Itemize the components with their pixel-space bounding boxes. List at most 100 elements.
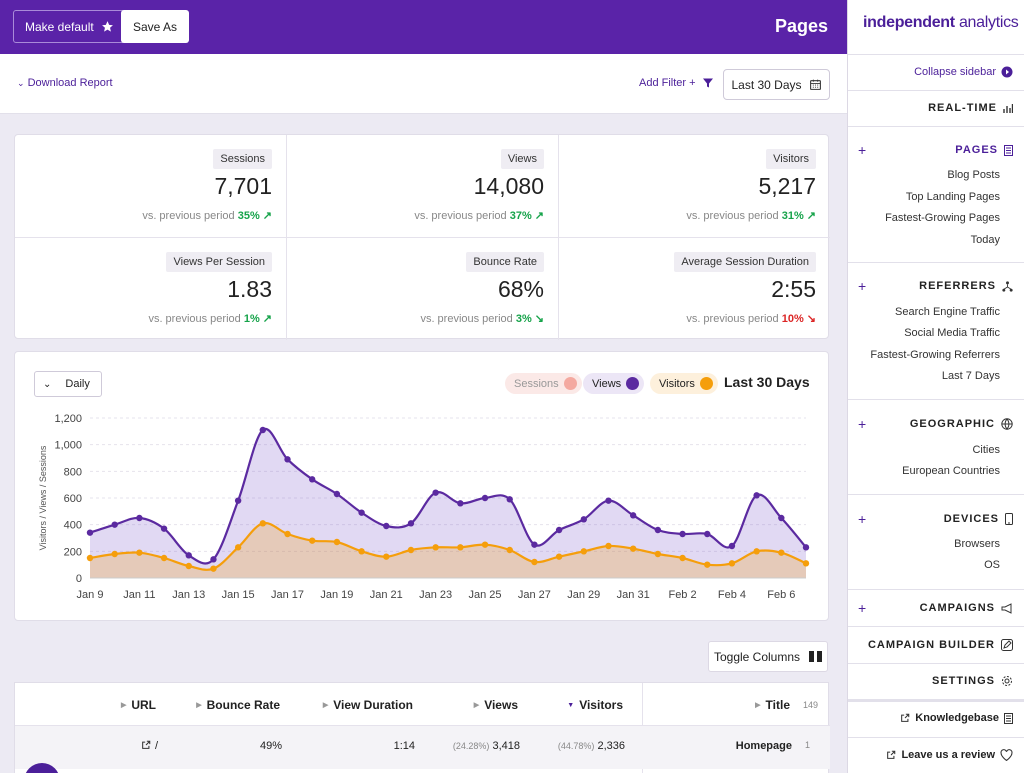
referrers-label: REFERRERS — [919, 280, 996, 292]
stat-views: Views 14,080 vs. previous period 37% ↗ — [287, 135, 558, 237]
plus-icon[interactable]: + — [858, 511, 867, 527]
sidebar-item-pages[interactable]: PAGES — [955, 144, 1013, 156]
external-link-icon[interactable] — [141, 740, 151, 750]
stat-comparison: vs. previous period 31% ↗ — [686, 209, 816, 222]
sidebar-link-blog-posts[interactable]: Blog Posts — [947, 169, 1000, 181]
stat-views-per-session: Views Per Session 1.83 vs. previous peri… — [15, 238, 286, 340]
sidebar-link-browsers[interactable]: Browsers — [954, 538, 1000, 550]
geographic-label: GEOGRAPHIC — [909, 418, 995, 430]
interval-select[interactable]: ⌄ Daily — [34, 371, 102, 397]
y-tick-label: 400 — [64, 520, 82, 532]
sidebar-link-european-countries[interactable]: European Countries — [902, 465, 1000, 477]
column-header-view-duration[interactable]: ▶ View Duration — [323, 698, 413, 712]
collapse-sidebar-button[interactable]: Collapse sidebar — [914, 66, 1013, 78]
devices-label: DEVICES — [943, 513, 999, 525]
legend-visitors[interactable]: Visitors — [650, 373, 718, 394]
views-point — [333, 490, 341, 498]
y-tick-label: 600 — [64, 493, 82, 505]
sidebar-item-realtime[interactable]: REAL-TIME — [848, 90, 1024, 126]
leave-review-link[interactable]: Leave us a review — [886, 749, 1013, 761]
visitors-point — [185, 562, 192, 570]
sidebar-link-social-media-traffic[interactable]: Social Media Traffic — [904, 327, 1000, 339]
sidebar-link-fastest-growing-referrers[interactable]: Fastest-Growing Referrers — [870, 349, 1000, 361]
help-bubble-icon[interactable] — [24, 763, 60, 773]
x-tick-label: Jan 31 — [617, 589, 650, 601]
sidebar-link-os[interactable]: OS — [984, 559, 1000, 571]
make-default-button[interactable]: Make default — [13, 10, 126, 43]
column-header-bounce-rate[interactable]: ▶ Bounce Rate — [196, 698, 280, 712]
comparison-text: vs. previous period — [148, 313, 241, 325]
sidebar-item-geographic[interactable]: GEOGRAPHIC — [910, 418, 1013, 430]
header-label: Views — [484, 698, 518, 712]
visitors-point — [481, 541, 489, 548]
visitors-point — [753, 548, 760, 555]
sidebar-item-settings[interactable]: SETTINGS — [848, 663, 1024, 699]
knowledgebase-link[interactable]: Knowledgebase — [900, 712, 1013, 724]
date-range-picker[interactable]: Last 30 Days — [723, 69, 830, 100]
sidebar-section-pages: + PAGES Blog Posts Top Landing Pages Fas… — [848, 126, 1024, 262]
plus-icon[interactable]: + — [858, 600, 867, 616]
sidebar-link-search-engine-traffic[interactable]: Search Engine Traffic — [895, 306, 1000, 318]
logo-bold: independent — [863, 14, 955, 31]
sidebar-section-devices: + DEVICES Browsers OS — [848, 494, 1024, 589]
settings-heading: SETTINGS — [932, 675, 1013, 687]
views-point — [704, 530, 711, 538]
sidebar-link-last-7-days[interactable]: Last 7 Days — [941, 370, 1000, 382]
campaigns-label: CAMPAIGNS — [919, 602, 995, 614]
toggle-columns-button[interactable]: Toggle Columns — [708, 641, 828, 672]
sidebar-link-top-landing-pages[interactable]: Top Landing Pages — [905, 191, 1000, 203]
x-tick-label: Feb 6 — [767, 589, 795, 601]
visitors-point — [407, 546, 415, 554]
add-filter-button[interactable]: Add Filter + — [639, 77, 714, 89]
x-tick-label: Jan 29 — [567, 589, 600, 601]
collapse-label: Collapse sidebar — [914, 66, 996, 78]
stat-value: 14,080 — [473, 173, 544, 199]
x-tick-label: Jan 21 — [370, 589, 403, 601]
sidebar-item-referrers[interactable]: REFERRERS — [919, 280, 1013, 292]
comparison-text: vs. previous period — [686, 313, 779, 325]
cell-views: (24.28%) 3,418 — [453, 740, 520, 752]
column-header-url[interactable]: ▶ URL — [121, 698, 156, 712]
filter-icon — [702, 78, 713, 88]
comparison-text: vs. previous period — [686, 210, 779, 222]
stat-comparison: vs. previous period 3% ↘ — [420, 312, 544, 325]
views-point — [259, 426, 267, 434]
sidebar-section-geographic: + GEOGRAPHIC Cities European Countries — [848, 399, 1024, 494]
cell-visitors: (44.78%) 2,336 — [558, 740, 625, 752]
legend-views[interactable]: Views — [583, 373, 645, 394]
comparison-text: vs. previous period — [420, 313, 513, 325]
column-header-visitors[interactable]: ▼ Visitors — [567, 698, 623, 712]
visitors-point — [457, 544, 464, 551]
date-range-label: Last 30 Days — [731, 77, 802, 92]
sidebar-link-fastest-growing-pages[interactable]: Fastest-Growing Pages — [885, 212, 1000, 224]
views-point — [506, 496, 513, 503]
plus-icon[interactable]: + — [858, 142, 867, 158]
campaigns-heading: CAMPAIGNS — [920, 602, 1013, 614]
column-header-views[interactable]: ▶ Views — [474, 698, 518, 712]
sidebar-item-campaigns[interactable]: + CAMPAIGNS — [848, 589, 1024, 626]
views-point — [111, 521, 118, 528]
sidebar-item-campaign-builder[interactable]: CAMPAIGN BUILDER — [848, 626, 1024, 663]
plus-icon[interactable]: + — [858, 278, 867, 294]
stat-value: 2:55 — [771, 276, 816, 302]
make-default-label: Make default — [25, 19, 94, 34]
sidebar-link-cities[interactable]: Cities — [972, 444, 1000, 456]
stat-avg-session-duration: Average Session Duration 2:55 vs. previo… — [559, 238, 830, 340]
calendar-icon — [809, 79, 821, 90]
plus-icon[interactable]: + — [858, 416, 867, 432]
stat-label: Average Session Duration — [674, 252, 816, 272]
sort-icon: ▶ — [322, 702, 329, 709]
delta-badge: 1% ↗ — [243, 313, 272, 325]
views-value: 3,418 — [492, 740, 520, 752]
download-report-link[interactable]: ⌄ Download Report — [17, 77, 113, 89]
sidebar-item-devices[interactable]: DEVICES — [944, 513, 1013, 525]
visitors-point — [160, 554, 168, 562]
sidebar-link-today[interactable]: Today — [970, 234, 1000, 246]
save-as-button[interactable]: Save As — [121, 10, 190, 43]
views-percentage: (24.28%) — [452, 741, 490, 751]
visitors-point — [333, 538, 341, 546]
column-header-title[interactable]: ▶ Title — [755, 698, 790, 712]
circle-icon — [626, 377, 640, 390]
legend-sessions[interactable]: Sessions — [505, 373, 582, 394]
table-row[interactable]: / 49% 1:14 (24.28%) 3,418 (44.78%) 2,336… — [15, 725, 830, 769]
